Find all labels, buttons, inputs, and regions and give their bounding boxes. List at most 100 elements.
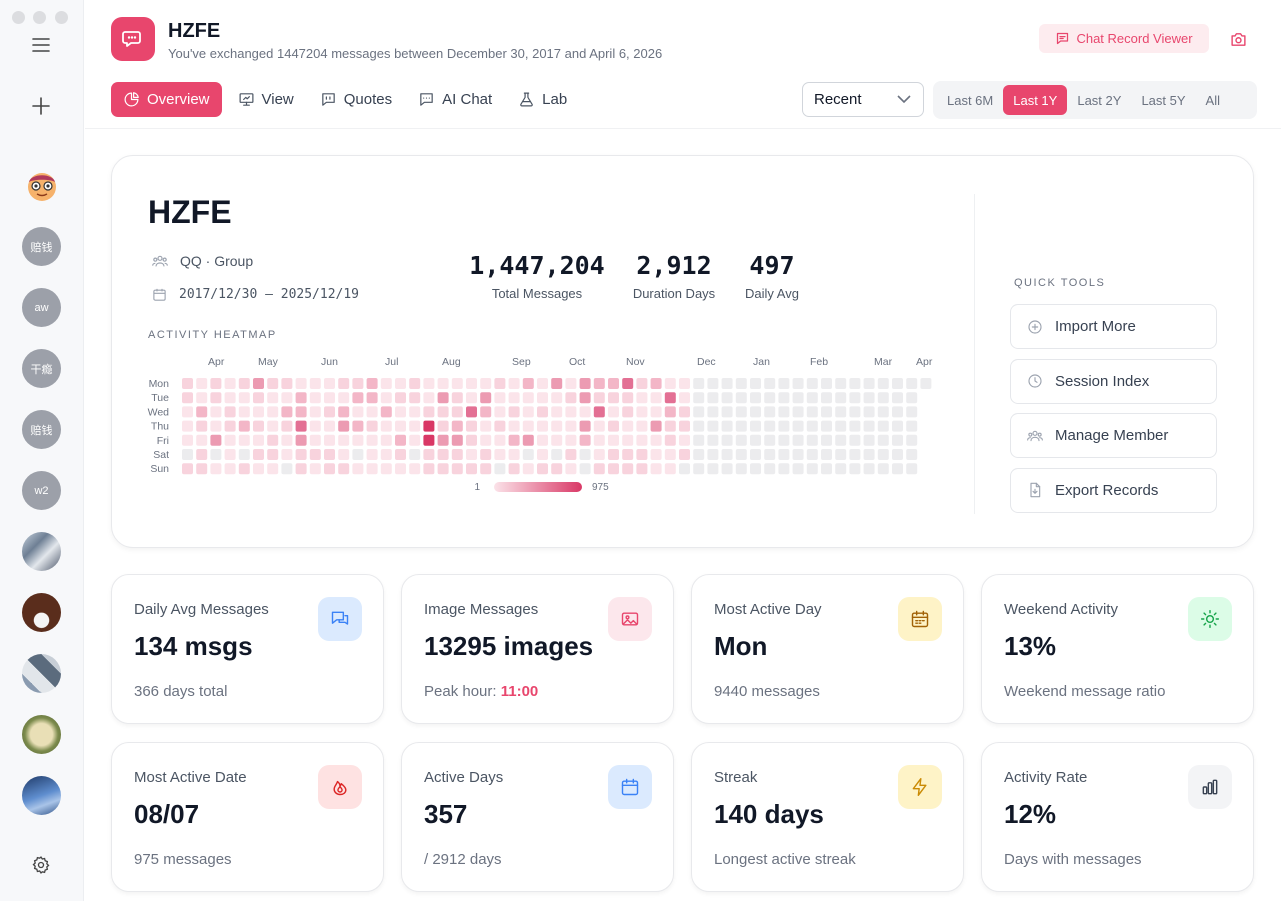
heatmap-cell[interactable] [622,434,634,446]
heatmap-cell[interactable] [792,449,804,460]
heatmap-cell[interactable] [650,449,662,460]
heatmap-cell[interactable] [764,406,776,418]
heatmap-cell[interactable] [537,420,548,432]
heatmap-cell[interactable] [196,434,208,446]
heatmap-cell[interactable] [267,463,279,475]
heatmap-cell[interactable] [281,434,293,446]
heatmap-cell[interactable] [679,449,690,460]
heatmap-cell[interactable] [409,378,421,389]
heatmap-cell[interactable] [551,406,563,418]
heatmap-cell[interactable] [693,392,705,404]
heatmap-cell[interactable] [324,420,335,432]
heatmap-cell[interactable] [565,420,577,432]
heatmap-cell[interactable] [480,378,492,389]
heatmap-cell[interactable] [380,420,392,432]
heatmap-cell[interactable] [466,449,477,460]
heatmap-cell[interactable] [593,420,605,432]
heatmap-cell[interactable] [622,392,634,404]
heatmap-cell[interactable] [707,434,719,446]
heatmap-cell[interactable] [494,392,506,404]
heatmap-cell[interactable] [892,463,903,475]
heatmap-cell[interactable] [309,392,321,404]
heatmap-cell[interactable] [352,406,364,418]
heatmap-cell[interactable] [579,378,591,389]
sidebar-chat-avatar[interactable] [22,654,61,693]
heatmap-cell[interactable] [835,463,847,475]
heatmap-cell[interactable] [196,420,208,432]
sidebar-chat-avatar[interactable]: 赔钱 [22,410,61,449]
heatmap-cell[interactable] [395,392,406,404]
heatmap-cell[interactable] [707,420,719,432]
heatmap-cell[interactable] [835,406,847,418]
heatmap-cell[interactable] [565,378,577,389]
heatmap-cell[interactable] [863,392,875,404]
heatmap-cell[interactable] [636,406,648,418]
heatmap-cell[interactable] [906,420,918,432]
tab-overview[interactable]: Overview [111,82,222,117]
heatmap-cell[interactable] [508,378,520,389]
heatmap-cell[interactable] [608,434,619,446]
heatmap-cell[interactable] [906,392,918,404]
heatmap-cell[interactable] [366,406,378,418]
heatmap-cell[interactable] [735,406,747,418]
heatmap-cell[interactable] [352,392,364,404]
heatmap-cell[interactable] [437,406,449,418]
range-last-2y[interactable]: Last 2Y [1077,92,1122,108]
heatmap-cell[interactable] [835,449,847,460]
heatmap-cell[interactable] [338,420,350,432]
heatmap-cell[interactable] [792,406,804,418]
heatmap-cell[interactable] [238,449,250,460]
heatmap-cell[interactable] [224,406,236,418]
heatmap-cell[interactable] [735,449,747,460]
heatmap-cell[interactable] [224,463,236,475]
heatmap-cell[interactable] [522,420,534,432]
chat-record-viewer-button[interactable]: Chat Record Viewer [1039,24,1209,53]
session-index-button[interactable]: Session Index [1010,358,1217,404]
heatmap-cell[interactable] [537,392,548,404]
heatmap-cell[interactable] [877,378,889,389]
heatmap-cell[interactable] [281,406,293,418]
heatmap-cell[interactable] [664,434,676,446]
heatmap-cell[interactable] [792,378,804,389]
heatmap-cell[interactable] [778,378,790,389]
sidebar-chat-avatar[interactable]: aw [22,288,61,327]
heatmap-cell[interactable] [238,378,250,389]
heatmap-cell[interactable] [253,463,264,475]
heatmap-cell[interactable] [380,392,392,404]
heatmap-cell[interactable] [821,420,832,432]
heatmap-cell[interactable] [295,392,307,404]
heatmap-cell[interactable] [636,449,648,460]
heatmap-cell[interactable] [253,420,264,432]
heatmap-cell[interactable] [664,420,676,432]
heatmap-cell[interactable] [622,449,634,460]
heatmap-cell[interactable] [551,378,563,389]
heatmap-cell[interactable] [537,463,548,475]
heatmap-cell[interactable] [849,449,861,460]
heatmap-cell[interactable] [636,434,648,446]
heatmap-cell[interactable] [366,420,378,432]
heatmap-cell[interactable] [423,392,435,404]
heatmap-cell[interactable] [253,449,264,460]
heatmap-cell[interactable] [494,434,506,446]
heatmap-cell[interactable] [735,392,747,404]
heatmap-cell[interactable] [395,378,406,389]
range-last-5y[interactable]: Last 5Y [1141,92,1186,108]
tab-view[interactable]: View [228,82,304,117]
heatmap-cell[interactable] [537,449,548,460]
heatmap-cell[interactable] [281,378,293,389]
heatmap-cell[interactable] [650,406,662,418]
heatmap-cell[interactable] [735,378,747,389]
heatmap-cell[interactable] [877,406,889,418]
range-all[interactable]: All [1205,92,1220,108]
heatmap-cell[interactable] [494,449,506,460]
heatmap-cell[interactable] [636,378,648,389]
heatmap-cell[interactable] [537,434,548,446]
sidebar-chat-avatar[interactable]: 赔钱 [22,227,61,266]
heatmap-cell[interactable] [721,392,733,404]
heatmap-cell[interactable] [650,463,662,475]
heatmap-cell[interactable] [366,449,378,460]
heatmap-cell[interactable] [650,378,662,389]
heatmap-cell[interactable] [210,392,222,404]
heatmap-cell[interactable] [196,449,208,460]
heatmap-cell[interactable] [579,392,591,404]
